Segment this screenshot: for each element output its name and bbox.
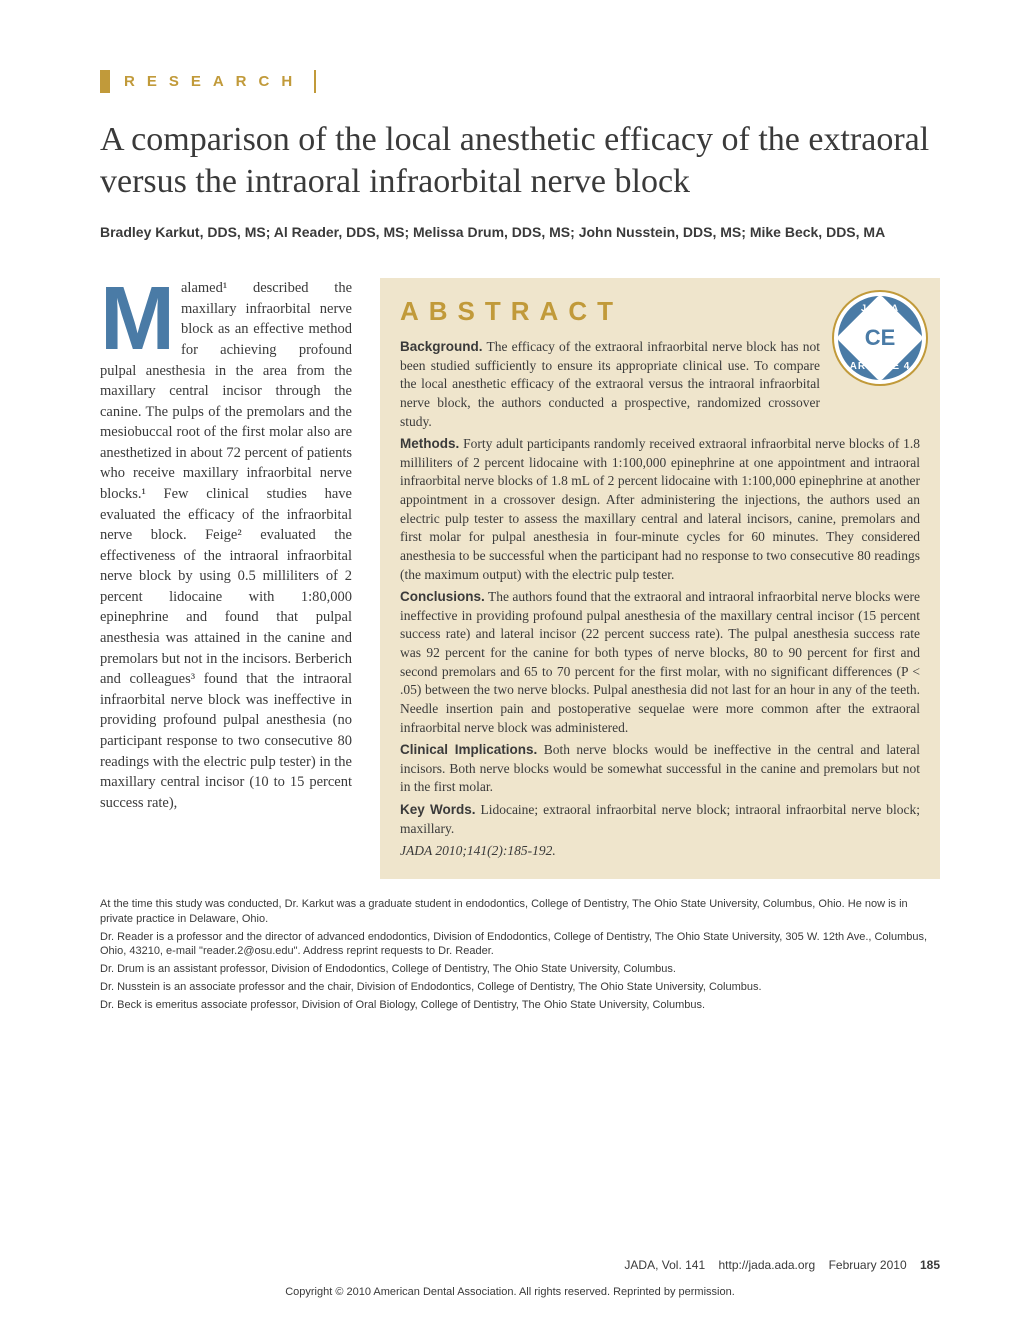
footnote: Dr. Nusstein is an associate professor a… — [100, 980, 940, 995]
conclusions-label: Conclusions. — [400, 589, 485, 604]
keywords-text: Lidocaine; extraoral infraorbital nerve … — [400, 802, 920, 836]
footer-date: February 2010 — [829, 1258, 907, 1272]
footer-page: 185 — [920, 1258, 940, 1272]
methods-label: Methods. — [400, 436, 459, 451]
author-list: Bradley Karkut, DDS, MS; Al Reader, DDS,… — [100, 223, 940, 242]
badge-bottom-text: ARTICLE 4 — [850, 360, 911, 374]
abstract-conclusions: Conclusions. The authors found that the … — [400, 588, 920, 737]
copyright-line: Copyright © 2010 American Dental Associa… — [0, 1286, 1020, 1298]
clinical-label: Clinical Implications. — [400, 742, 537, 757]
content-row: Malamed¹ described the maxillary infraor… — [100, 278, 940, 879]
footer-journal: JADA, Vol. 141 — [624, 1258, 705, 1272]
badge-center-text: CE — [865, 323, 896, 353]
section-label: RESEARCH — [100, 70, 316, 93]
body-column: Malamed¹ described the maxillary infraor… — [100, 278, 352, 879]
abstract-methods: Methods. Forty adult participants random… — [400, 435, 920, 584]
abstract-box: J A D A CE ARTICLE 4 ABSTRACT Background… — [380, 278, 940, 879]
background-label: Background. — [400, 339, 483, 354]
footnote: Dr. Drum is an assistant professor, Divi… — [100, 962, 940, 977]
conclusions-text: The authors found that the extraoral and… — [400, 589, 920, 734]
ce-badge: J A D A CE ARTICLE 4 — [834, 292, 926, 384]
footnote: Dr. Reader is a professor and the direct… — [100, 930, 940, 960]
footer-url: http://jada.ada.org — [718, 1258, 815, 1272]
footnotes: At the time this study was conducted, Dr… — [100, 897, 940, 1013]
page-footer: JADA, Vol. 141 http://jada.ada.org Febru… — [100, 1258, 940, 1272]
abstract-citation: JADA 2010;141(2):185-192. — [400, 842, 920, 861]
abstract-clinical: Clinical Implications. Both nerve blocks… — [400, 741, 920, 797]
keywords-label: Key Words. — [400, 802, 476, 817]
drop-cap: M — [100, 278, 181, 354]
methods-text: Forty adult participants randomly receiv… — [400, 436, 920, 581]
footnote: At the time this study was conducted, Dr… — [100, 897, 940, 927]
article-title: A comparison of the local anesthetic eff… — [100, 119, 940, 203]
abstract-keywords: Key Words. Lidocaine; extraoral infraorb… — [400, 801, 920, 838]
footnote: Dr. Beck is emeritus associate professor… — [100, 998, 940, 1013]
